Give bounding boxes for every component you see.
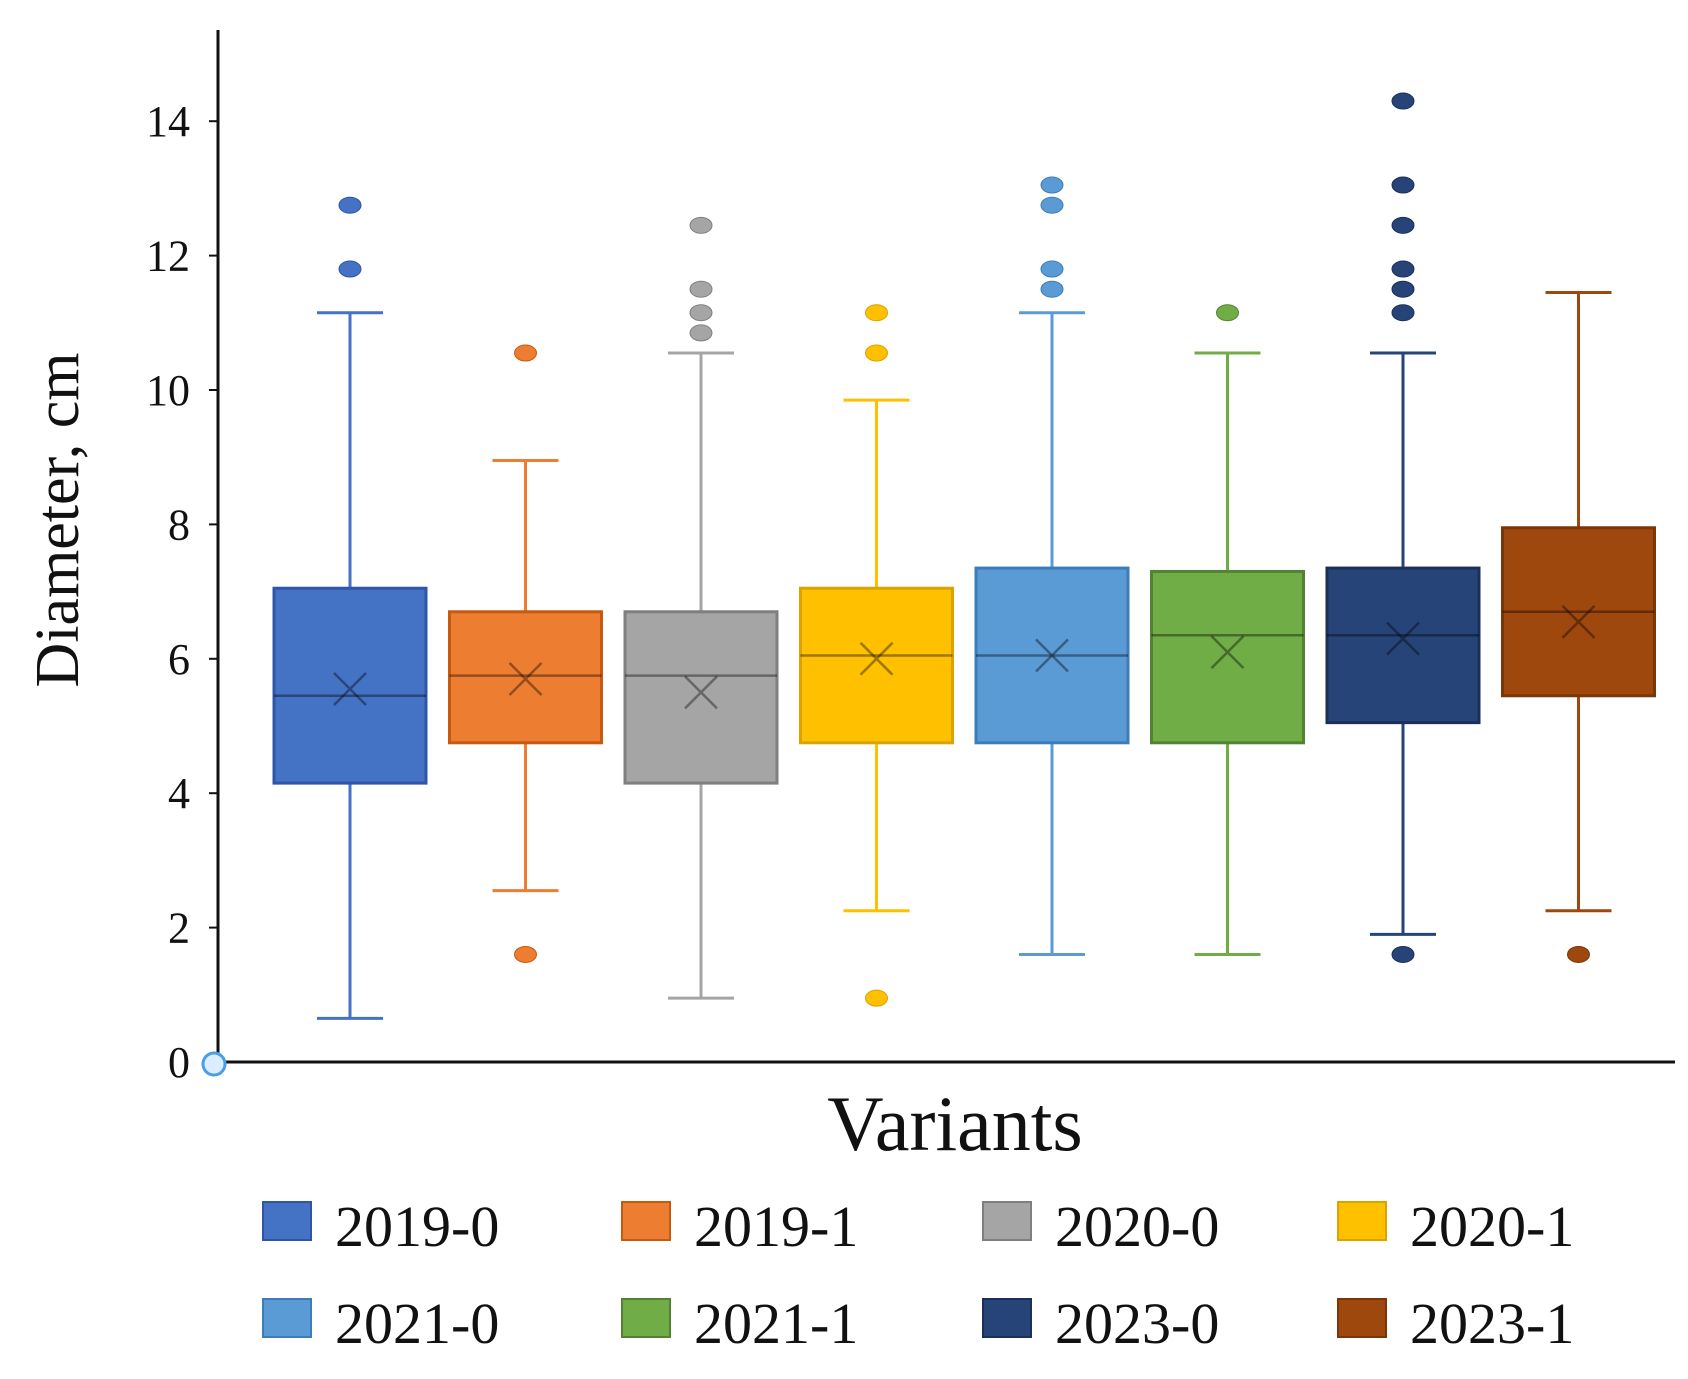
box-iqr [623,610,779,785]
y-tick-label: 0 [168,1038,190,1087]
outlier-point [514,344,537,362]
legend-swatch [621,1298,671,1338]
outlier-point [865,344,888,362]
legend-label: 2019-1 [694,1194,858,1259]
outlier-point [1040,196,1064,214]
outlier-point [689,324,713,342]
outlier-point [689,304,713,322]
box-iqr [1501,526,1656,698]
y-axis-ticks: 0 2 4 6 8 10 12 14 [146,97,218,1087]
box-iqr [272,586,428,785]
box-group-2020-0 [623,216,779,1000]
legend-item-2021-1: 2021-1 [621,1291,858,1356]
outlier-point [865,989,888,1007]
y-tick-label: 14 [146,97,190,146]
mean-marker [684,675,718,710]
outlier-point [1040,280,1064,298]
legend-swatch [1337,1201,1387,1241]
outlier-point [1391,304,1415,322]
legend-item-2019-1: 2019-1 [621,1194,858,1259]
box-iqr [974,566,1130,745]
y-tick-label: 10 [146,366,190,415]
outlier-point [689,280,713,298]
y-axis-title: Diameter, cm [24,353,92,688]
outlier-point [338,196,362,214]
legend-swatch [262,1298,312,1338]
axis-origin-handle[interactable] [201,1051,227,1077]
outlier-point [514,945,537,963]
outlier-point [689,216,713,234]
mean-marker [508,662,543,696]
outlier-point [1391,280,1415,298]
outlier-point [1391,216,1415,234]
legend-item-2019-0: 2019-0 [262,1194,499,1259]
y-tick-label: 2 [168,904,190,953]
mean-marker [1210,635,1245,669]
outlier-point [1391,92,1415,110]
legend-label: 2021-1 [694,1291,858,1356]
outlier-point [1216,304,1239,322]
outlier-point [1040,260,1064,278]
legend-item-2020-1: 2020-1 [1337,1194,1574,1259]
mean-marker [333,672,367,706]
legend-item-2020-0: 2020-0 [982,1194,1219,1259]
legend-label: 2021-0 [335,1291,499,1356]
outlier-point [865,304,888,322]
outlier-point [338,260,362,278]
legend-swatch [982,1201,1032,1241]
mean-marker [1035,638,1069,673]
legend-swatch [1337,1298,1387,1338]
legend-swatch [621,1201,671,1241]
legend-label: 2019-0 [335,1194,499,1259]
outlier-point [1567,945,1590,963]
box-iqr [1150,569,1305,745]
outlier-point [1391,260,1415,278]
legend-label: 2020-0 [1055,1194,1219,1259]
box-group-2019-1 [448,344,603,963]
y-tick-label: 6 [168,635,190,684]
y-tick-label: 12 [146,232,190,281]
mean-marker [859,641,894,676]
legend-label: 2020-1 [1410,1194,1574,1259]
box-group-2021-1 [1150,304,1305,956]
box-group-2021-0 [974,176,1130,956]
box-group-2023-0 [1325,92,1481,963]
mean-marker [1561,604,1596,639]
box-group-2019-0 [272,196,428,1020]
legend-label: 2023-0 [1055,1291,1219,1356]
y-tick-label: 4 [168,769,190,818]
y-tick-label: 8 [168,500,190,549]
legend-item-2023-1: 2023-1 [1337,1291,1574,1356]
outlier-point [1391,176,1415,194]
legend-item-2023-0: 2023-0 [982,1291,1219,1356]
legend-swatch [262,1201,312,1241]
box-group-2020-1 [799,304,954,1007]
box-iqr [448,610,603,745]
legend-swatch [982,1298,1032,1338]
mean-marker [1386,621,1420,656]
outlier-point [1040,176,1064,194]
outlier-point [1391,945,1415,963]
box-iqr [799,586,954,745]
x-axis-title: Variants [827,1080,1083,1167]
box-group-2023-1 [1501,291,1656,963]
box-iqr [1325,566,1481,725]
legend: 2019-0 2019-1 2020-0 2020-1 2021-0 2021-1 2023… [262,1194,1574,1356]
legend-item-2021-0: 2021-0 [262,1291,499,1356]
box-plot-series [272,92,1656,1020]
legend-label: 2023-1 [1410,1291,1574,1356]
